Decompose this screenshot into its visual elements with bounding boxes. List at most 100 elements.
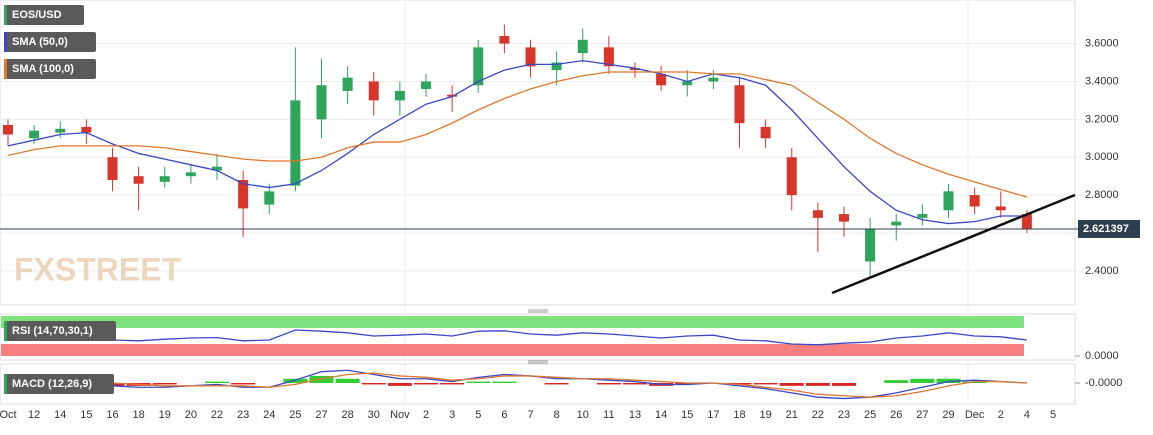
candle-body (630, 68, 640, 71)
candle-body (995, 206, 1006, 211)
y-tick-label: 2.4000 (1085, 265, 1119, 277)
x-tick-label: 22 (211, 409, 223, 421)
candle-body (421, 81, 431, 90)
series-line (7, 59, 1027, 225)
legend-label: EOS/USD (12, 9, 62, 21)
x-tick-label: Dec (965, 409, 985, 421)
legend-label: SMA (50,0) (12, 36, 68, 48)
series-line (7, 369, 1027, 400)
candle-body (812, 210, 823, 218)
last-price-tag (1078, 219, 1140, 238)
x-tick-label: 30 (368, 409, 380, 421)
x-tick-label: 13 (629, 409, 641, 421)
histogram-bar (779, 383, 804, 386)
legend-box (4, 59, 96, 79)
x-tick-label: 14 (54, 409, 66, 421)
legend-swatch (4, 5, 7, 25)
x-tick-label: Nov (390, 409, 410, 421)
legend-box (4, 5, 84, 25)
histogram-bar (283, 378, 308, 383)
histogram-bar (335, 378, 360, 383)
watermark: FXSTREET (14, 251, 182, 287)
y-tick-label: 3.0000 (1085, 151, 1119, 163)
x-tick-label: 12 (28, 409, 40, 421)
x-tick-label: 16 (106, 409, 118, 421)
candle-body (342, 77, 353, 91)
candle-body (29, 130, 40, 139)
x-tick-label: 15 (681, 409, 693, 421)
x-tick-label: 26 (890, 409, 902, 421)
candle-body (577, 39, 588, 54)
histogram-bar (361, 383, 386, 385)
histogram-bar (414, 383, 438, 385)
x-tick-label: 15 (80, 409, 92, 421)
candle-body (394, 90, 405, 101)
histogram-bar (832, 383, 856, 386)
candle-body (316, 85, 327, 120)
candle-body (107, 157, 118, 180)
x-tick-label: 23 (237, 409, 249, 421)
x-tick-label: 25 (289, 409, 301, 421)
candle-body (682, 81, 693, 86)
y-tick-label: -0.0000 (1085, 377, 1122, 389)
x-tick-label: 4 (1024, 409, 1030, 421)
candle-body (551, 62, 562, 71)
x-tick-label: 29 (942, 409, 954, 421)
histogram-bar (805, 383, 830, 386)
legend-swatch (4, 374, 7, 394)
legend-label: RSI (14,70,30,1) (12, 325, 93, 337)
x-tick-label: 22 (812, 409, 824, 421)
candle-body (159, 176, 170, 182)
histogram-bar (152, 383, 177, 385)
candle-body (473, 47, 484, 86)
x-tick-label: 6 (501, 409, 507, 421)
x-tick-label: 21 (786, 409, 798, 421)
x-tick-label: 5 (1050, 409, 1056, 421)
candle-body (81, 126, 92, 133)
histogram-bar (936, 378, 961, 383)
oversold-zone (1, 344, 1024, 356)
legend-box (4, 32, 96, 52)
candle-body (656, 73, 667, 86)
y-tick-label: 3.6000 (1085, 37, 1119, 49)
candle-body (760, 126, 771, 139)
candle-body (525, 47, 536, 67)
y-tick-label: 3.2000 (1085, 113, 1119, 125)
histogram-bar (884, 380, 909, 383)
x-tick-label: Oct (0, 409, 17, 421)
candle-body (55, 128, 66, 133)
x-tick-label: 18 (133, 409, 145, 421)
legend-swatch (4, 59, 7, 79)
x-tick-label: 10 (577, 409, 589, 421)
candle-body (212, 166, 222, 171)
candle-body (943, 191, 954, 211)
legend-swatch (4, 32, 7, 52)
x-tick-label: 14 (655, 409, 667, 421)
candle-body (786, 157, 797, 196)
histogram-bar (440, 383, 465, 385)
histogram-bar (596, 383, 621, 385)
histogram-bar (962, 381, 987, 383)
legend-label: MACD (12,26,9) (12, 378, 92, 390)
x-tick-label: 11 (603, 409, 614, 421)
candle-body (368, 81, 379, 101)
x-tick-label: 19 (159, 409, 171, 421)
x-tick-label: 20 (185, 409, 197, 421)
y-tick-label: 3.4000 (1085, 75, 1119, 87)
candle-body (1021, 214, 1032, 230)
x-tick-label: 27 (315, 409, 327, 421)
x-tick-label: 24 (263, 409, 275, 421)
histogram-bar (205, 381, 229, 383)
trendline (831, 193, 1076, 295)
x-tick-label: 27 (916, 409, 928, 421)
histogram-bar (727, 383, 752, 385)
candle-body (499, 35, 510, 44)
x-tick-label: 7 (527, 409, 533, 421)
histogram-bar (492, 381, 517, 383)
candle-body (734, 85, 745, 124)
x-tick-label: 2 (998, 409, 1004, 421)
y-tick-label: 0.0000 (1085, 350, 1119, 362)
overbought-zone (1, 316, 1024, 328)
